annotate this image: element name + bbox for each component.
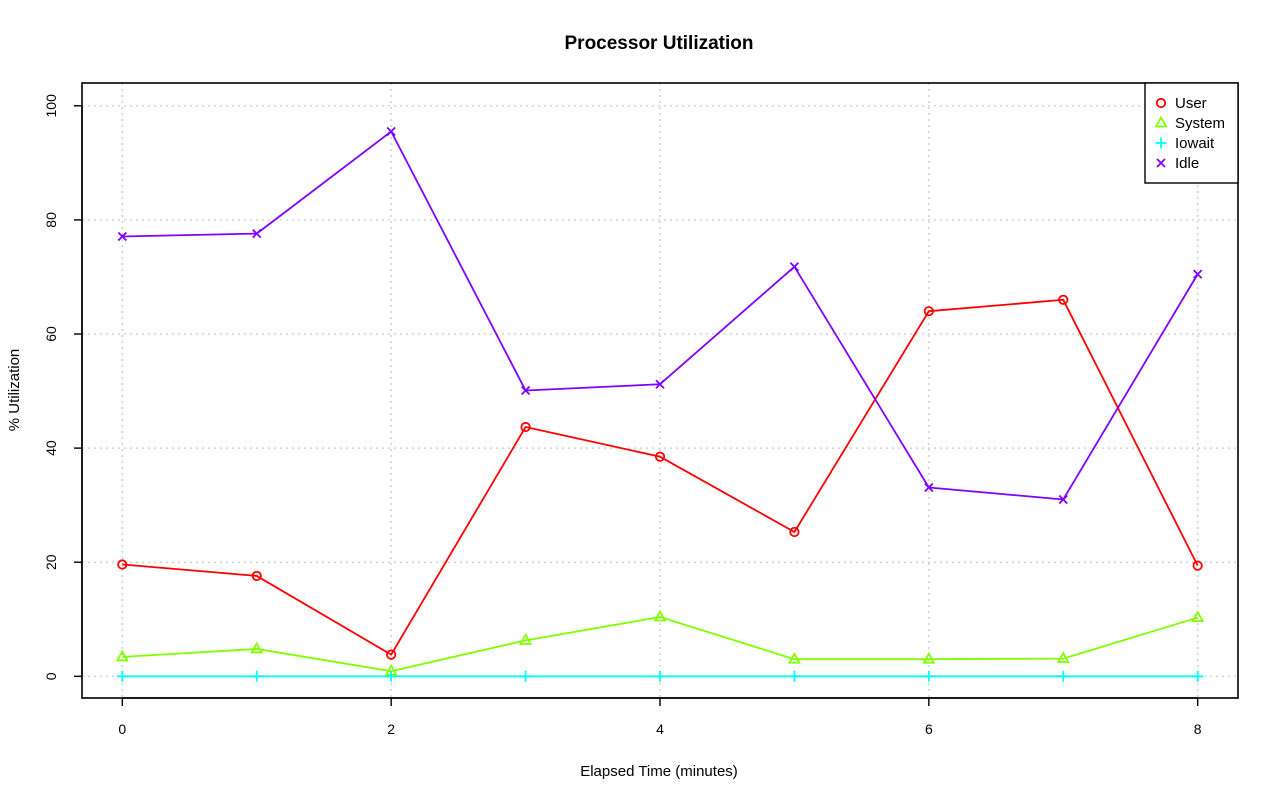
x-tick-label: 4 [656,721,664,737]
x-tick-label: 6 [925,721,933,737]
legend-items: User System Iowait Idle [1154,95,1225,172]
legend-marker-idle [1156,158,1166,168]
y-axis: 0 20 40 60 80 100 [43,94,83,680]
data-point-system [653,609,667,622]
data-point-idle [520,385,531,396]
data-point-system [115,649,129,662]
x-axis: 0 2 4 6 8 [118,697,1202,737]
data-point-idle [789,262,800,272]
data-point-user [520,421,531,433]
data-point-idle [117,231,127,242]
x-tick-label: 8 [1194,721,1202,737]
data-point-iowait [116,670,128,682]
data-point-idle [1193,269,1203,279]
legend: User System Iowait Idle [1144,82,1239,184]
y-tick-label: 20 [43,554,59,570]
data-point-user [654,451,666,462]
data-point-idle [252,228,262,239]
data-point-idle [655,379,665,389]
y-tick-label: 80 [43,212,59,228]
data-point-system [787,651,801,664]
legend-marker-user [1155,97,1167,109]
data-point-iowait [385,670,397,682]
data-point-system [250,641,264,654]
data-point-idle [386,126,396,137]
data-point-iowait [788,670,800,682]
data-point-iowait [923,670,935,682]
x-axis-label: Elapsed Time (minutes) [580,763,738,780]
legend-label-idle: Idle [1175,155,1199,172]
data-point-user [386,649,397,660]
data-point-iowait [654,670,666,682]
y-tick-label: 100 [43,94,59,118]
data-point-iowait [1057,670,1069,682]
x-tick-label: 2 [387,721,395,737]
legend-marker-system [1154,115,1168,128]
data-point-user [789,526,800,538]
data-point-iowait [520,670,532,682]
data-point-idle [924,482,934,493]
legend-label-iowait: Iowait [1175,135,1215,152]
data-point-user [251,570,262,582]
data-point-user [1058,294,1069,305]
data-point-system [519,633,533,645]
data-point-user [1192,560,1203,571]
legend-marker-iowait [1155,137,1167,149]
y-tick-label: 60 [43,326,59,342]
grid-lines [82,83,1238,698]
data-point-system [1191,610,1205,622]
x-tick-label: 0 [118,721,126,737]
series-line-system [122,616,1198,673]
y-tick-label: 40 [43,440,59,456]
series-line-user [122,298,1199,656]
data-point-user [117,559,128,570]
y-tick-label: 0 [43,672,59,680]
legend-label-user: User [1175,95,1207,112]
data-point-iowait [1192,670,1204,682]
data-point-user [923,306,934,317]
data-point-system [1056,651,1070,664]
y-axis-label: % Utilization [6,349,23,432]
data-point-iowait [251,670,263,682]
data-point-idle [1058,494,1068,505]
legend-label-system: System [1175,115,1225,132]
series-markers [115,126,1205,682]
data-point-system [922,651,936,664]
chart-title: Processor Utilization [565,33,754,54]
